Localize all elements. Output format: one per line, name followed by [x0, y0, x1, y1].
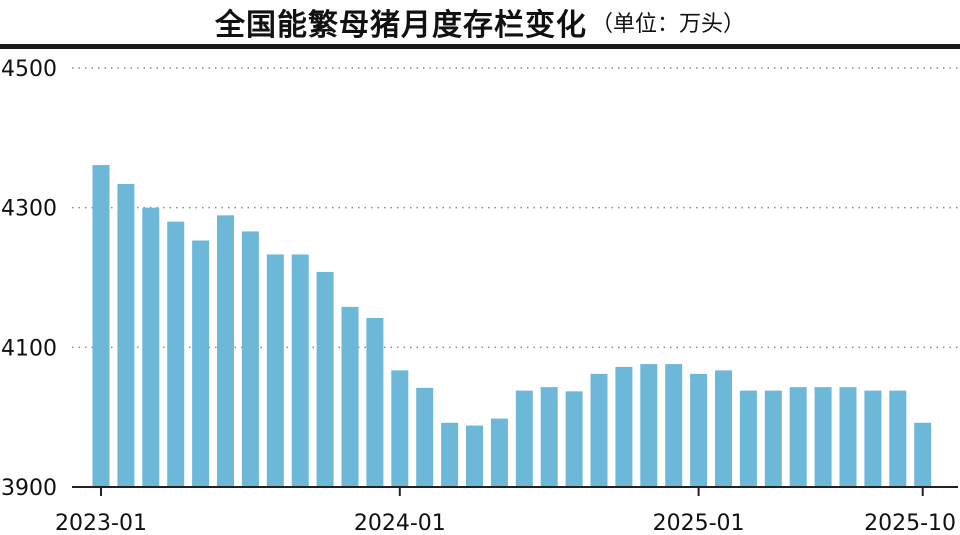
bar-2023-08: [266, 254, 284, 487]
bar-2023-11: [341, 306, 359, 487]
bar-2025-03: [739, 390, 757, 487]
bar-2025-10: [914, 422, 932, 487]
bar-2025-04: [764, 390, 782, 487]
y-tick-label: 3900: [1, 476, 57, 501]
bar-2025-05: [789, 387, 807, 487]
bar-2025-02: [715, 370, 732, 487]
grid-lines: [72, 67, 958, 349]
bar-2025-07: [839, 387, 857, 487]
bar-2025-09: [889, 390, 907, 487]
y-axis-labels: 3900 4100 4300 4500: [1, 57, 57, 501]
bar-2023-10: [316, 271, 334, 487]
bar-2023-02: [117, 183, 135, 487]
bar-2023-04: [167, 221, 185, 487]
bar-2023-01: [92, 165, 110, 487]
bar-2024-08: [565, 391, 583, 487]
chart-subtitle: （单位：万头）: [590, 12, 745, 37]
bar-2024-11: [640, 364, 658, 487]
bars: [92, 165, 932, 487]
bar-2024-04: [466, 425, 483, 487]
bar-2023-06: [217, 215, 234, 487]
bar-2025-08: [864, 390, 882, 487]
y-tick-label: 4300: [1, 197, 57, 222]
bar-2024-09: [590, 373, 608, 487]
bar-2024-06: [515, 390, 533, 487]
chart-title: 全国能繁母猪月度存栏变化: [214, 8, 587, 43]
bar-2023-12: [366, 318, 384, 487]
y-tick-label: 4500: [1, 57, 57, 82]
bar-2024-10: [615, 366, 633, 487]
bar-2025-01: [690, 373, 708, 487]
x-tick-label: 2024-01: [354, 511, 446, 535]
chart-title-bar: 全国能繁母猪月度存栏变化 （单位：万头）: [0, 0, 960, 44]
bar-2023-05: [192, 240, 210, 487]
bar-2025-06: [814, 387, 832, 487]
y-tick-label: 4100: [1, 336, 57, 361]
bar-2024-07: [540, 387, 558, 487]
title-underline: [0, 44, 960, 49]
bar-2024-12: [665, 364, 683, 487]
x-axis: [72, 486, 958, 496]
bar-2023-09: [291, 254, 309, 487]
bar-2024-01: [391, 370, 409, 487]
x-tick-label: 2025-01: [653, 511, 745, 535]
x-axis-labels: 2023-01 2024-01 2025-01 2025-10: [55, 511, 956, 535]
bar-2024-05: [490, 418, 508, 487]
bar-2023-03: [142, 207, 160, 487]
bar-2023-07: [241, 231, 259, 487]
x-tick-label: 2025-10: [864, 511, 956, 535]
bar-2024-03: [441, 422, 459, 487]
bar-2024-02: [416, 387, 434, 487]
x-tick-label: 2023-01: [55, 511, 147, 535]
